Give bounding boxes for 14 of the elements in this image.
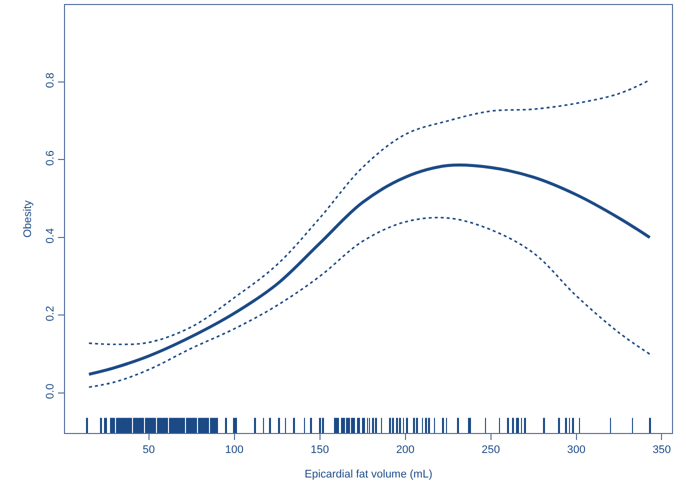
- x-tick-label: 250: [482, 444, 500, 456]
- x-tick-label: 300: [567, 444, 586, 456]
- y-tick-label: 0.4: [44, 228, 57, 244]
- y-tick-label: 0.8: [44, 72, 57, 88]
- x-tick-label: 150: [310, 444, 329, 456]
- y-tick-label: 0.0: [44, 384, 57, 399]
- x-tick-label: 350: [652, 444, 671, 456]
- y-axis-title: Obesity: [22, 200, 34, 238]
- x-axis-title: Epicardial fat volume (mL): [304, 468, 432, 480]
- x-tick-label: 100: [225, 444, 244, 456]
- y-tick-label: 0.6: [44, 150, 57, 166]
- x-tick-label: 50: [142, 444, 155, 456]
- y-tick-label: 0.2: [44, 306, 57, 322]
- x-tick-label: 200: [396, 444, 414, 456]
